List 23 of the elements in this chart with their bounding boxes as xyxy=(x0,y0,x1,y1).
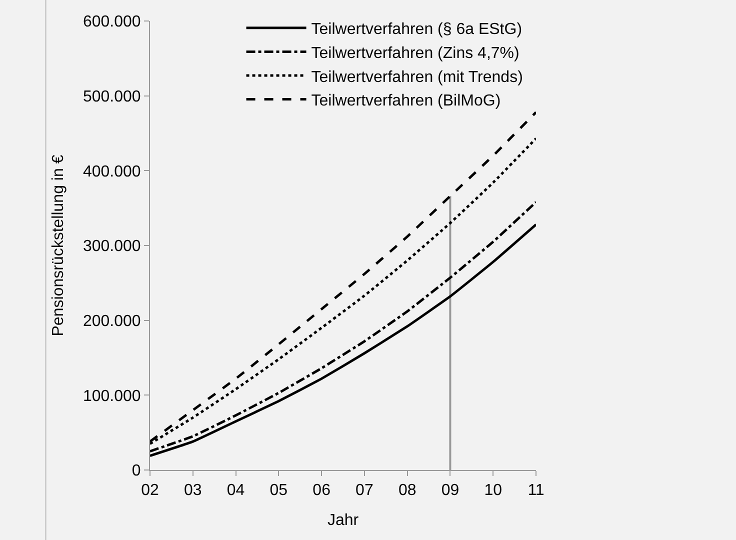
legend-label: Teilwertverfahren (§ 6a EStG) xyxy=(311,21,522,38)
y-tick-label: 100.000 xyxy=(82,388,141,405)
legend-label: Teilwertverfahren (Zins 4,7%) xyxy=(311,44,520,62)
legend-label: Teilwertverfahren (BilMoG) xyxy=(311,92,501,110)
y-tick-label: 300.000 xyxy=(82,238,141,256)
y-tick-label: 500.000 xyxy=(82,88,141,106)
y-tick-label: 0 xyxy=(132,462,141,480)
x-tick-label: 03 xyxy=(184,482,202,500)
x-tick-label: 08 xyxy=(398,482,416,500)
x-tick-label: 11 xyxy=(528,482,544,500)
x-tick-label: 06 xyxy=(312,482,331,500)
y-tick-label: 400.000 xyxy=(82,163,141,180)
x-tick-label: 10 xyxy=(484,482,502,500)
x-tick-label: 02 xyxy=(141,482,159,500)
legend-label: Teilwertverfahren (mit Trends) xyxy=(311,68,523,86)
y-tick-label: 600.000 xyxy=(82,14,141,31)
y-tick-label: 200.000 xyxy=(82,312,141,330)
x-tick-label: 05 xyxy=(270,482,288,500)
x-tick-label: 07 xyxy=(356,482,374,500)
y-axis-title: Pensionsrückstellung in € xyxy=(50,154,67,336)
x-tick-label: 09 xyxy=(441,482,460,500)
x-axis-title: Jahr xyxy=(327,512,360,529)
x-tick-label: 04 xyxy=(226,482,245,500)
